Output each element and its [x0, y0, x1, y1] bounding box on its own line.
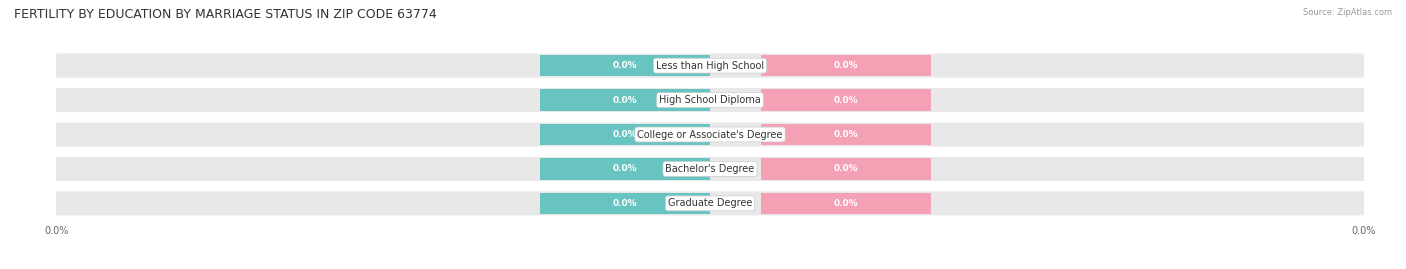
FancyBboxPatch shape — [49, 52, 1371, 79]
Bar — [540, 55, 710, 76]
Bar — [761, 193, 931, 214]
FancyBboxPatch shape — [49, 190, 1371, 217]
Text: Less than High School: Less than High School — [657, 61, 763, 71]
Bar — [761, 55, 931, 76]
Text: Bachelor's Degree: Bachelor's Degree — [665, 164, 755, 174]
Text: Source: ZipAtlas.com: Source: ZipAtlas.com — [1303, 8, 1392, 17]
Text: 0.0%: 0.0% — [613, 130, 637, 139]
Text: 0.0%: 0.0% — [834, 130, 858, 139]
Text: 0.0%: 0.0% — [613, 95, 637, 105]
Text: 0.0%: 0.0% — [834, 199, 858, 208]
Text: 0.0%: 0.0% — [613, 199, 637, 208]
Text: 0.0%: 0.0% — [834, 95, 858, 105]
Text: Graduate Degree: Graduate Degree — [668, 198, 752, 208]
Bar — [540, 89, 710, 111]
Bar — [761, 89, 931, 111]
Bar — [761, 158, 931, 180]
FancyBboxPatch shape — [49, 121, 1371, 148]
Text: 0.0%: 0.0% — [613, 61, 637, 70]
FancyBboxPatch shape — [49, 156, 1371, 182]
FancyBboxPatch shape — [49, 87, 1371, 113]
Bar — [540, 124, 710, 145]
Text: 0.0%: 0.0% — [613, 164, 637, 174]
Text: FERTILITY BY EDUCATION BY MARRIAGE STATUS IN ZIP CODE 63774: FERTILITY BY EDUCATION BY MARRIAGE STATU… — [14, 8, 437, 21]
Bar — [761, 124, 931, 145]
Text: College or Associate's Degree: College or Associate's Degree — [637, 129, 783, 140]
Bar — [540, 193, 710, 214]
Text: 0.0%: 0.0% — [834, 164, 858, 174]
Text: High School Diploma: High School Diploma — [659, 95, 761, 105]
Text: 0.0%: 0.0% — [834, 61, 858, 70]
Bar — [540, 158, 710, 180]
